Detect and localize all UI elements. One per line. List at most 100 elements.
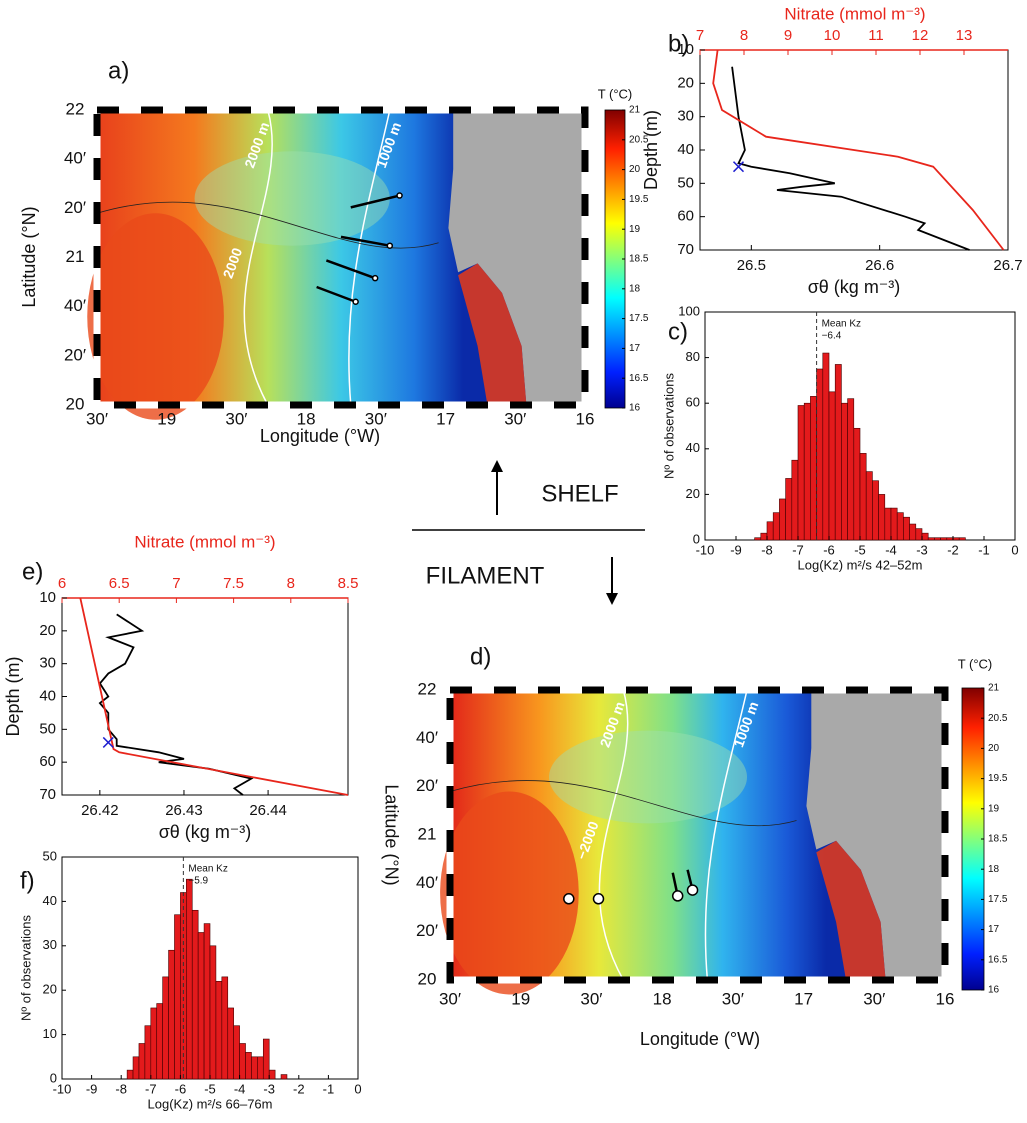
- bar: [946, 537, 954, 541]
- colorbar-tick-label: 21: [988, 683, 1000, 694]
- y-tick-label: 40: [39, 687, 56, 704]
- station-line: [316, 285, 357, 303]
- colorbar-tick-label: 19.5: [988, 773, 1008, 784]
- x-tick-label: -2: [947, 542, 959, 557]
- lat-label: 20: [66, 394, 85, 413]
- y-axis-label: Latitude (°N): [19, 206, 39, 307]
- x-tick-label: -3: [263, 1081, 275, 1096]
- bar: [810, 396, 817, 541]
- sst-contour: [449, 780, 797, 827]
- cool-patch: [194, 151, 390, 246]
- y-tick-label: 10: [677, 41, 694, 58]
- colorbar-tick-label: 20: [988, 743, 1000, 754]
- x-tick-label: -3: [916, 542, 928, 557]
- x-tick-label: 26.6: [865, 257, 894, 274]
- lat-label: 21: [418, 824, 437, 843]
- x-tick-label: -8: [761, 542, 773, 557]
- bar: [766, 521, 774, 541]
- lon-label: 30′: [225, 409, 247, 428]
- y-axis-label: Nº of observations: [661, 373, 676, 479]
- x-tick-label: -5: [204, 1081, 216, 1096]
- bar: [162, 976, 169, 1080]
- y-tick-label: 80: [686, 349, 700, 364]
- x-tick-label: -10: [696, 542, 715, 557]
- bar: [245, 1052, 252, 1080]
- bar: [803, 402, 811, 541]
- x-tick-label: 26.43: [165, 802, 203, 819]
- x-tick-label: -6: [823, 542, 835, 557]
- y-tick-label: 20: [686, 486, 700, 501]
- lon-label: 16: [936, 989, 955, 1008]
- colorbar-tick-label: 20.5: [988, 713, 1008, 724]
- station: [386, 242, 394, 249]
- y-axis-label: Nº of observations: [18, 915, 33, 1021]
- x-tick-label: -9: [86, 1081, 98, 1096]
- lat-label: 20′: [416, 921, 438, 940]
- station-line: [325, 259, 376, 280]
- coastal-upwelling: [458, 263, 527, 405]
- bar: [797, 405, 805, 541]
- x-axis-label: Longitude (°W): [260, 426, 380, 446]
- x-tick-label: -1: [978, 542, 990, 557]
- bar: [884, 507, 892, 541]
- bar: [262, 1038, 270, 1080]
- bar: [197, 932, 205, 1080]
- y-axis-label: Depth (m): [641, 110, 661, 190]
- plot-area: [61, 597, 349, 796]
- y-tick-label: 60: [39, 753, 56, 770]
- x2-tick-label: 8: [740, 27, 748, 44]
- bar: [791, 459, 799, 541]
- colorbar-tick-label: 18.5: [988, 834, 1008, 845]
- lon-label: 18: [297, 409, 316, 428]
- bar: [828, 391, 836, 541]
- bar: [156, 1003, 163, 1080]
- lon-label: 30′: [365, 409, 387, 428]
- x-tick-label: -9: [730, 542, 742, 557]
- bar: [144, 1025, 152, 1080]
- bar: [785, 478, 793, 541]
- lon-label: 30′: [863, 989, 885, 1008]
- bar: [816, 368, 824, 541]
- land: [448, 110, 585, 405]
- bar: [847, 398, 855, 541]
- bar: [203, 923, 211, 1080]
- x2-tick-label: 12: [912, 27, 929, 44]
- bar: [853, 427, 861, 541]
- panel-label: d): [470, 643, 491, 670]
- bar: [772, 512, 780, 541]
- mean-value: −6.4: [822, 331, 842, 342]
- lat-label: 20′: [64, 345, 86, 364]
- x-tick-label: -7: [792, 542, 804, 557]
- x-axis-label: Log(Kz) m²/s 42–52m: [798, 557, 923, 572]
- y-axis-label: Latitude (°N): [381, 784, 401, 885]
- isobath: [704, 689, 748, 981]
- y-tick-label: 70: [39, 786, 56, 803]
- station: [686, 884, 699, 896]
- colorbar-tick-label: 18: [629, 283, 641, 294]
- y-tick-label: 50: [677, 174, 694, 191]
- shelf-label: SHELF: [541, 480, 618, 507]
- lat-label: 40′: [64, 149, 86, 168]
- isobath: [598, 689, 629, 981]
- bar: [132, 1056, 140, 1080]
- colorbar-tick-label: 19.5: [629, 194, 649, 205]
- bar: [126, 1069, 134, 1080]
- x-tick-label: 0: [354, 1081, 361, 1096]
- panel-label: a): [108, 57, 129, 84]
- bar: [186, 878, 193, 1080]
- colorbar-tick-label: 18.5: [629, 254, 649, 265]
- x-axis-label: Longitude (°W): [640, 1029, 760, 1049]
- x-tick-label: 26.44: [249, 802, 287, 819]
- bar: [227, 1007, 234, 1080]
- x-tick-label: -2: [293, 1081, 305, 1096]
- lon-label: 30′: [504, 409, 526, 428]
- bar: [927, 537, 935, 541]
- colorbar-tick-label: 16.5: [988, 954, 1008, 965]
- lat-label: 22: [66, 99, 85, 118]
- x-tick-label: 26.42: [81, 802, 119, 819]
- lat-label: 20′: [64, 198, 86, 217]
- warm-patch: [440, 791, 579, 995]
- y-tick-label: 40: [677, 141, 694, 158]
- marker: [102, 736, 114, 748]
- x2-tick-label: 7: [696, 27, 704, 44]
